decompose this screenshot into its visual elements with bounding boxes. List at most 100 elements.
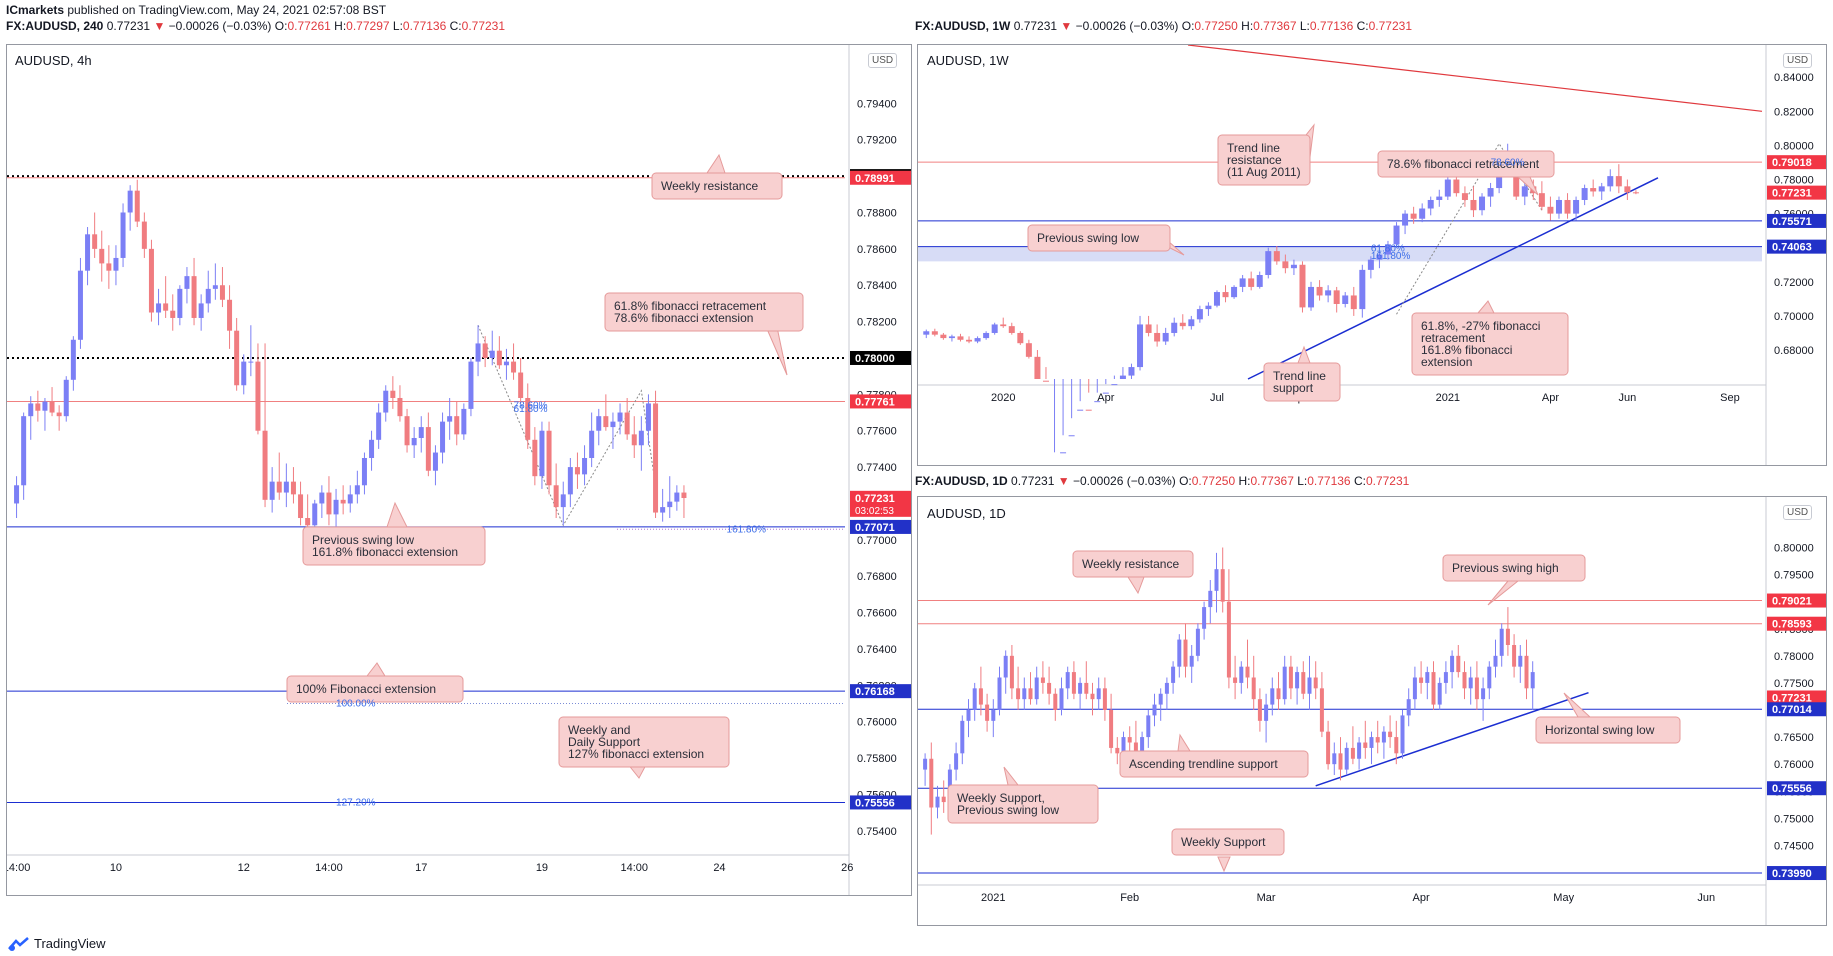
candle-body <box>957 336 964 340</box>
h4-currency-badge[interactable]: USD <box>868 53 898 68</box>
y-tick-label: 0.78600 <box>857 244 897 256</box>
candle-body <box>191 276 197 318</box>
price-tag-label: 0.75556 <box>1772 783 1812 795</box>
candle-body <box>347 494 353 504</box>
candle-body <box>1047 682 1052 694</box>
w1-chart-svg[interactable]: 0.840000.820000.800000.780000.760000.740… <box>918 45 1826 465</box>
candle-body <box>1121 737 1126 754</box>
candle-body <box>1034 356 1041 379</box>
candle-body <box>376 412 382 440</box>
candle-body <box>425 427 431 471</box>
candle-body <box>1359 269 1366 310</box>
callout-weekly-resistance[interactable]: Weekly resistance <box>1072 550 1194 595</box>
callout-100-fib[interactable]: 100% Fibonacci extension <box>286 662 464 703</box>
candle-body <box>1512 645 1517 667</box>
candle-body <box>489 350 495 358</box>
w1-chart-panel[interactable]: AUDUSD, 1W USD 0.84000 0.82000 0.80000 0.78… <box>917 44 1827 466</box>
price-tag <box>850 350 911 365</box>
callout-text: 78.6% fibonacci retracement <box>1387 157 1540 171</box>
callout-previous-swing-low[interactable]: Previous swing low <box>1027 224 1185 256</box>
callout-text: 100% Fibonacci extension <box>296 682 436 696</box>
candle-body <box>1474 677 1479 700</box>
candle-body <box>1068 435 1075 437</box>
d1-chart-panel[interactable]: AUDUSD, 1D USD 0.800000.795000.790000.78… <box>917 496 1827 926</box>
price-tag-label: 0.77071 <box>855 522 895 534</box>
x-tick-label: 2021 <box>981 892 1005 904</box>
d1-currency-badge[interactable]: USD <box>1783 505 1813 520</box>
candle-body <box>1338 753 1343 770</box>
callout-text: Weekly Support, <box>957 791 1045 805</box>
candle-body <box>369 439 375 458</box>
candle-body <box>667 501 673 508</box>
callout-weekly-support-low[interactable]: Weekly Support <box>1171 828 1285 873</box>
w1-open: 0.77250 <box>1194 19 1238 33</box>
ascending-trendline <box>1315 691 1589 787</box>
callout-weekly-resistance[interactable]: Weekly resistance <box>651 153 783 200</box>
candle-body <box>923 758 928 770</box>
candle-body <box>1127 737 1132 743</box>
x-tick-label: 12 <box>238 862 250 874</box>
callout-box <box>1442 554 1586 582</box>
candle-body <box>1308 286 1315 308</box>
y-tick-label: 0.76500 <box>1774 732 1814 744</box>
candle-body <box>1273 251 1280 262</box>
candle-body <box>1133 742 1138 754</box>
y-tick-label: 0.70000 <box>1774 311 1814 323</box>
candle-body <box>503 361 509 366</box>
callout-text: 127% fibonacci extension <box>568 747 704 761</box>
candle-body <box>1208 590 1213 608</box>
y-tick-label: 0.75800 <box>857 753 897 765</box>
candle-body <box>134 190 140 222</box>
x-tick-label: Jul <box>1210 392 1224 404</box>
h4-chart-panel[interactable]: AUDUSD, 4h USD 0.794000.792000.790000.78… <box>6 44 912 896</box>
candle-body <box>1555 199 1562 214</box>
y-tick-label: 0.76600 <box>857 608 897 620</box>
price-tag-label: 0.77014 <box>1772 704 1813 716</box>
candle-body <box>954 753 959 770</box>
callout-weekly-support[interactable]: Weekly Support,Previous swing low <box>947 766 1099 824</box>
price-tag-label: 0.78991 <box>855 173 895 185</box>
d1-chart-svg[interactable]: 0.800000.795000.790000.785000.780000.775… <box>918 497 1826 925</box>
candle-body <box>1140 737 1145 754</box>
callout-ascending-trendline[interactable]: Ascending trendline support <box>1119 733 1309 778</box>
candle-body <box>603 416 609 428</box>
candle-body <box>1288 666 1293 689</box>
candle-body <box>1000 324 1007 327</box>
candle-body <box>1231 286 1238 298</box>
candle-body <box>1615 176 1622 187</box>
candle-body <box>681 492 687 499</box>
candle-body <box>276 481 282 493</box>
y-tick-label: 0.77400 <box>857 462 897 474</box>
y-tick-label: 0.79200 <box>857 135 897 147</box>
candle-body <box>305 518 311 526</box>
callout-fib-786[interactable]: 78.6% fibonacci retracement <box>1377 150 1555 196</box>
candle-body <box>454 416 460 435</box>
h4-chart-svg[interactable]: 0.794000.792000.790000.788000.786000.784… <box>7 45 911 895</box>
w1-close: 0.77231 <box>1368 19 1413 33</box>
candle-body <box>1202 607 1207 629</box>
candle-body <box>1384 244 1391 255</box>
price-tag-label: 0.75571 <box>1772 216 1812 228</box>
tradingview-logo[interactable]: TradingView <box>8 936 106 951</box>
candle-body <box>283 481 289 493</box>
callout-horizontal-swing-low[interactable]: Horizontal swing low <box>1535 692 1681 744</box>
candle-body <box>1115 747 1120 754</box>
candle-body <box>1028 688 1033 700</box>
candle-body <box>1479 196 1486 211</box>
x-tick-label: 14:00 <box>315 862 343 874</box>
w1-currency-badge[interactable]: USD <box>1783 53 1813 68</box>
candle-body <box>42 401 48 411</box>
candle-body <box>1400 715 1405 754</box>
h4-low: 0.77136 <box>402 19 447 33</box>
callout-box <box>1027 224 1171 252</box>
candle-body <box>113 257 119 271</box>
candle-body <box>1505 628 1510 645</box>
y-tick-label: 0.80000 <box>1774 140 1814 152</box>
callout-previous-swing-high[interactable]: Previous swing high <box>1442 554 1586 606</box>
